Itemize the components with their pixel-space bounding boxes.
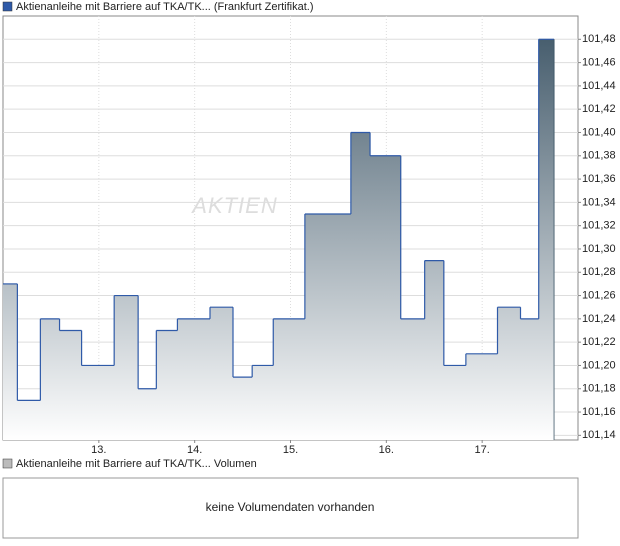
y-tick-label: 101,44 [582, 80, 616, 92]
y-tick-label: 101,40 [582, 126, 616, 138]
legend-label: Aktienanleihe mit Barriere auf TKA/TK...… [16, 458, 257, 470]
y-tick-label: 101,26 [582, 289, 616, 301]
y-tick-label: 101,14 [582, 429, 616, 441]
watermark: AKTIEN [190, 193, 277, 218]
y-tick-label: 101,18 [582, 383, 616, 395]
y-tick-label: 101,42 [582, 103, 616, 115]
volume-panel [2, 477, 579, 539]
area [520, 318, 540, 440]
volume-message: keine Volumendaten vorhanden [206, 500, 375, 514]
legend-label: Aktienanleihe mit Barriere auf TKA/TK...… [16, 1, 314, 13]
y-tick-label: 101,34 [582, 196, 616, 208]
y-tick-label: 101,48 [582, 33, 616, 45]
x-tick-label: 16. [379, 444, 394, 456]
area [3, 283, 18, 440]
x-tick-label: 14. [187, 444, 202, 456]
legend-swatch [2, 458, 13, 469]
y-tick-label: 101,20 [582, 359, 616, 371]
area [538, 39, 555, 441]
y-tick-label: 101,30 [582, 243, 616, 255]
area [114, 295, 139, 440]
area [156, 330, 178, 440]
area [273, 318, 306, 440]
area [424, 260, 445, 440]
area [138, 388, 157, 440]
area [304, 214, 352, 440]
area [400, 318, 426, 440]
area [370, 155, 402, 440]
x-tick-label: 15. [283, 444, 298, 456]
area [40, 318, 61, 440]
y-tick-label: 101,22 [582, 336, 616, 348]
legend-swatch [2, 1, 13, 12]
y-tick-label: 101,16 [582, 406, 616, 418]
x-tick-label: 13. [91, 444, 106, 456]
area [443, 365, 467, 440]
y-tick-label: 101,32 [582, 220, 616, 232]
area [350, 132, 371, 440]
area [465, 353, 498, 440]
x-tick-label: 17. [475, 444, 490, 456]
area [17, 400, 41, 440]
area [233, 377, 253, 440]
y-tick-label: 101,38 [582, 150, 616, 162]
area [210, 307, 234, 440]
y-tick-label: 101,36 [582, 173, 616, 185]
area [252, 365, 274, 440]
y-tick-label: 101,46 [582, 56, 616, 68]
area [59, 330, 83, 440]
area [81, 365, 115, 440]
y-tick-label: 101,24 [582, 313, 616, 325]
area [497, 307, 521, 440]
y-tick-label: 101,28 [582, 266, 616, 278]
area [177, 318, 211, 440]
